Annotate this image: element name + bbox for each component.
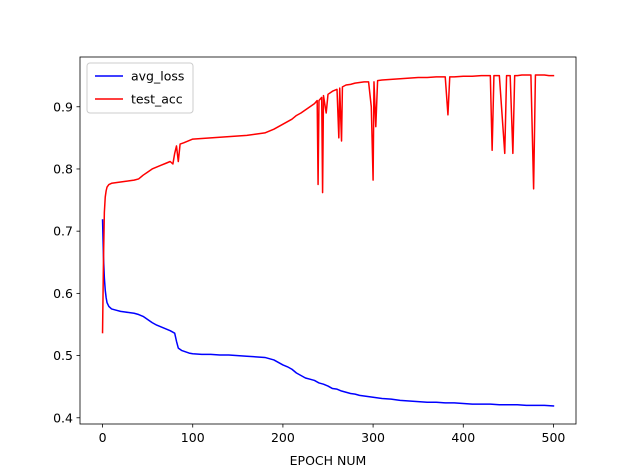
x-tick-label: 200	[271, 430, 295, 445]
plot-frame	[79, 56, 577, 425]
x-tick-label: 100	[181, 430, 205, 445]
y-tick-label: 0.8	[53, 161, 73, 176]
series-line-avg_loss	[101, 219, 555, 407]
y-tick-label: 0.9	[53, 99, 73, 114]
legend: avg_loss test_acc	[86, 62, 194, 114]
y-axis: 0.4 0.5 0.6 0.7 0.8 0.9	[53, 99, 80, 425]
y-tick-label: 0.6	[53, 286, 73, 301]
series-line-test_acc	[101, 74, 555, 334]
plot-area	[79, 56, 577, 425]
x-axis-label: EPOCH NUM	[290, 453, 367, 468]
y-tick-label: 0.4	[53, 410, 73, 425]
y-tick-label: 0.7	[53, 224, 73, 239]
x-tick-label: 0	[99, 430, 107, 445]
x-tick-label: 500	[542, 430, 566, 445]
legend-label-test_acc: test_acc	[131, 92, 183, 107]
x-tick-label: 400	[451, 430, 475, 445]
y-tick-label: 0.5	[53, 348, 73, 363]
legend-label-avg_loss: avg_loss	[131, 69, 184, 84]
x-tick-label: 300	[361, 430, 385, 445]
x-axis: 0 100 200 300 400 500	[99, 424, 566, 445]
